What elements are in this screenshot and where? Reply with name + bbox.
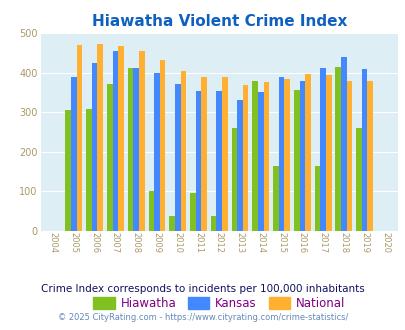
Bar <box>346 81 352 231</box>
Bar <box>118 46 124 231</box>
Bar <box>340 57 346 231</box>
Bar <box>335 67 340 231</box>
Bar <box>314 166 320 231</box>
Bar <box>305 74 310 231</box>
Bar <box>77 45 82 231</box>
Legend: Hiawatha, Kansas, National: Hiawatha, Kansas, National <box>88 292 349 315</box>
Bar <box>180 71 185 231</box>
Bar <box>86 110 92 231</box>
Bar <box>139 51 144 231</box>
Bar <box>210 216 216 231</box>
Bar <box>320 68 325 231</box>
Bar <box>252 81 257 231</box>
Bar <box>175 84 180 231</box>
Bar <box>65 110 71 231</box>
Bar <box>201 77 207 231</box>
Bar <box>367 81 372 231</box>
Bar <box>195 91 201 231</box>
Title: Hiawatha Violent Crime Index: Hiawatha Violent Crime Index <box>91 14 346 29</box>
Bar <box>169 216 175 231</box>
Bar <box>284 79 289 231</box>
Bar <box>299 81 305 231</box>
Bar <box>97 44 103 231</box>
Bar <box>263 82 269 231</box>
Bar <box>133 68 139 231</box>
Bar <box>231 128 237 231</box>
Text: © 2025 CityRating.com - https://www.cityrating.com/crime-statistics/: © 2025 CityRating.com - https://www.city… <box>58 313 347 322</box>
Bar <box>148 191 154 231</box>
Bar <box>190 193 195 231</box>
Bar <box>242 85 248 231</box>
Bar <box>159 60 165 231</box>
Bar <box>92 63 97 231</box>
Bar <box>237 100 242 231</box>
Bar <box>71 77 77 231</box>
Bar <box>112 51 118 231</box>
Bar <box>325 75 331 231</box>
Bar <box>107 84 112 231</box>
Bar <box>222 77 227 231</box>
Bar <box>154 73 159 231</box>
Bar <box>216 91 222 231</box>
Bar <box>293 90 299 231</box>
Bar <box>361 69 367 231</box>
Bar <box>273 166 278 231</box>
Bar <box>278 77 284 231</box>
Bar <box>257 92 263 231</box>
Bar <box>355 128 361 231</box>
Text: Crime Index corresponds to incidents per 100,000 inhabitants: Crime Index corresponds to incidents per… <box>41 284 364 294</box>
Bar <box>128 68 133 231</box>
